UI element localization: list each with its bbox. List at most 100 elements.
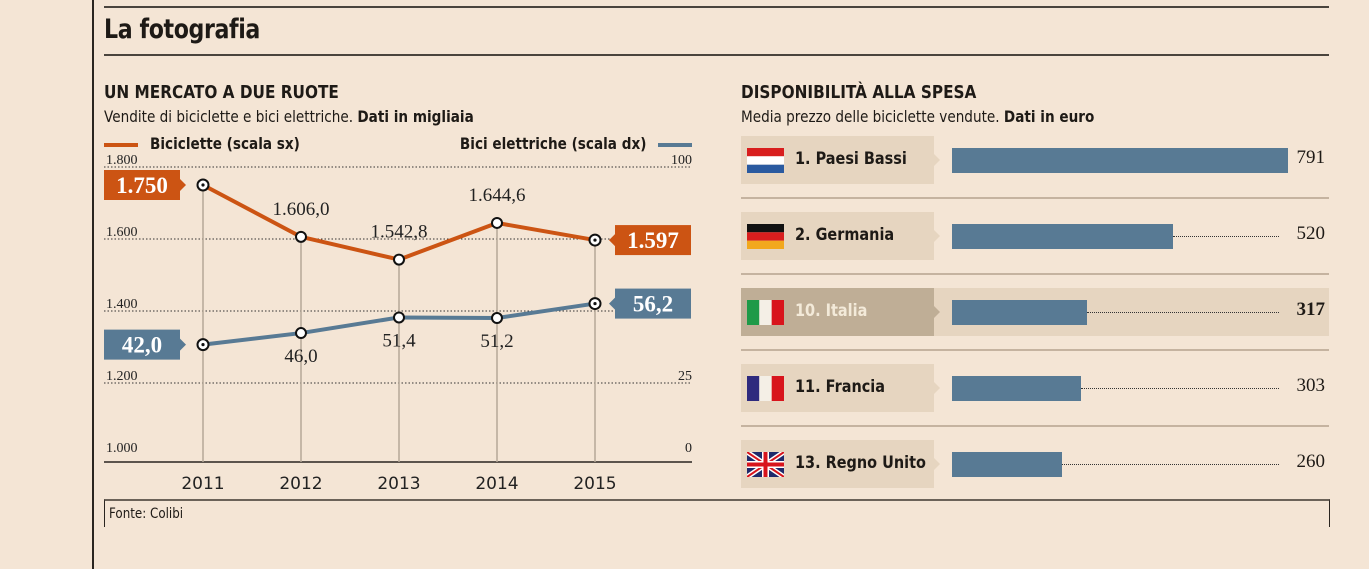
y-left-tick-label: 1.000 [106, 441, 138, 456]
row-separator [741, 273, 1329, 275]
callout-biciclette-2015: 1.597 [609, 225, 691, 256]
y-left-tick-label: 1.600 [106, 225, 138, 240]
row-separator [741, 349, 1329, 351]
data-point [295, 327, 307, 340]
y-left-tick-label: 1.800 [106, 153, 138, 168]
row-pointer [934, 154, 940, 166]
y-left-tick-label: 1.400 [106, 297, 138, 312]
bar-chart-subtitle-text: Media prezzo delle biciclette vendute. [741, 107, 1000, 126]
legend-label-biciclette: Biciclette (scala sx) [150, 134, 300, 153]
callout-box [104, 329, 180, 360]
row-separator [741, 425, 1329, 427]
data-label: 51,4 [382, 330, 416, 351]
data-point [393, 253, 405, 266]
data-label: 1.606,0 [273, 199, 330, 220]
data-label: 1.644,6 [469, 185, 526, 206]
data-point [491, 216, 503, 229]
callout-label: 1.750 [116, 173, 168, 198]
data-point [295, 230, 307, 243]
callout-pointer [180, 179, 186, 191]
callout-box [615, 225, 691, 256]
bar-value: 317 [1296, 299, 1326, 320]
callout-pointer [609, 297, 615, 310]
bar [952, 376, 1081, 401]
netherlands-flag-icon [747, 148, 784, 173]
bar-row: 13. Regno Unito 260 [741, 440, 1329, 488]
country-name: 2. Germania [795, 225, 895, 245]
callout-bici-elettriche-2011: 42,0 [104, 329, 186, 360]
line-chart-title: UN MERCATO A DUE RUOTE [104, 82, 339, 103]
x-tick-label: 2013 [377, 474, 420, 494]
bar-chart-subtitle-bold: Dati in euro [1003, 107, 1095, 126]
row-pointer [934, 230, 940, 242]
row-pointer [934, 306, 940, 318]
y-right-tick-label: 100 [671, 153, 692, 168]
leader-dots [1062, 464, 1279, 465]
callout-biciclette-2011: 1.750 [104, 170, 186, 200]
bar [952, 148, 1288, 173]
data-point [393, 311, 405, 324]
callout-pointer [180, 338, 186, 351]
data-point [491, 312, 503, 325]
line-chart: 1.000 1.200 1.400 1.600 1.800 0 25 100 2011 2012 2… [104, 153, 692, 494]
line-chart-subtitle-text: Vendite di biciclette e bici elettriche. [104, 107, 354, 126]
row-pointer [934, 382, 940, 394]
data-point-center [593, 238, 597, 242]
callout-box [615, 288, 691, 319]
leader-dots [1080, 388, 1279, 389]
callout-label: 56,2 [633, 292, 673, 317]
legend-swatch-bici-elettriche [658, 143, 692, 147]
y-left-tick-label: 1.200 [106, 369, 138, 384]
legend-swatch-biciclette [104, 143, 138, 147]
france-flag-icon [747, 376, 784, 401]
y-right-tick-label: 0 [685, 441, 692, 456]
bar-value: 520 [1296, 223, 1326, 244]
bar-value: 303 [1296, 375, 1326, 396]
country-name: 11. Francia [795, 377, 886, 397]
leader-dots [1086, 312, 1279, 313]
bar-row: 11. Francia 303 [741, 364, 1329, 412]
bar [952, 452, 1063, 477]
country-name: 10. Italia [795, 301, 868, 321]
data-point-center [201, 183, 205, 187]
callout-label: 1.597 [627, 228, 679, 253]
data-label: 51,2 [480, 331, 513, 352]
top-rule [104, 6, 1329, 8]
y-right-tick-label: 25 [678, 369, 692, 384]
line-chart-subtitle-bold: Dati in migliaia [357, 107, 474, 126]
x-tick-label: 2012 [279, 474, 322, 494]
bar-row: 1. Paesi Bassi 791 [741, 136, 1329, 184]
italy-flag-icon [747, 300, 784, 325]
uk-flag-icon [745, 449, 786, 480]
bar [952, 224, 1173, 249]
callout-box [104, 170, 180, 200]
data-point-center [593, 301, 597, 306]
footer: Fonte: Colibi [104, 499, 1330, 527]
country-name: 1. Paesi Bassi [795, 149, 907, 169]
leader-dots [1172, 236, 1279, 237]
germany-flag-icon [747, 224, 784, 249]
callout-pointer [609, 234, 615, 247]
bar-value: 260 [1296, 451, 1326, 472]
x-tick-label: 2011 [181, 474, 224, 494]
bar [952, 300, 1087, 325]
page-left-border [92, 0, 94, 569]
callout-bici-elettriche-2015: 56,2 [609, 288, 691, 319]
bar-row: 10. Italia 317 [741, 288, 1329, 336]
legend-label-bici-elettriche: Bici elettriche (scala dx) [459, 134, 646, 153]
x-tick-label: 2015 [573, 474, 616, 494]
data-label: 1.542,8 [371, 222, 428, 243]
bar-value: 791 [1296, 147, 1326, 168]
line-chart-subtitle: Vendite di biciclette e bici elettriche.… [104, 107, 474, 126]
x-tick-label: 2014 [475, 474, 518, 494]
data-point-center [201, 343, 205, 347]
row-pointer [934, 458, 940, 470]
bar-chart-title: DISPONIBILITÀ ALLA SPESA [741, 82, 977, 103]
source-note: Fonte: Colibi [109, 506, 184, 522]
callout-label: 42,0 [122, 333, 162, 358]
page-title: La fotografia [104, 14, 260, 45]
title-rule [104, 54, 1329, 56]
bar-row: 2. Germania 520 [741, 212, 1329, 260]
bar-chart-subtitle: Media prezzo delle biciclette vendute. D… [741, 107, 1094, 126]
country-name: 13. Regno Unito [795, 453, 926, 473]
